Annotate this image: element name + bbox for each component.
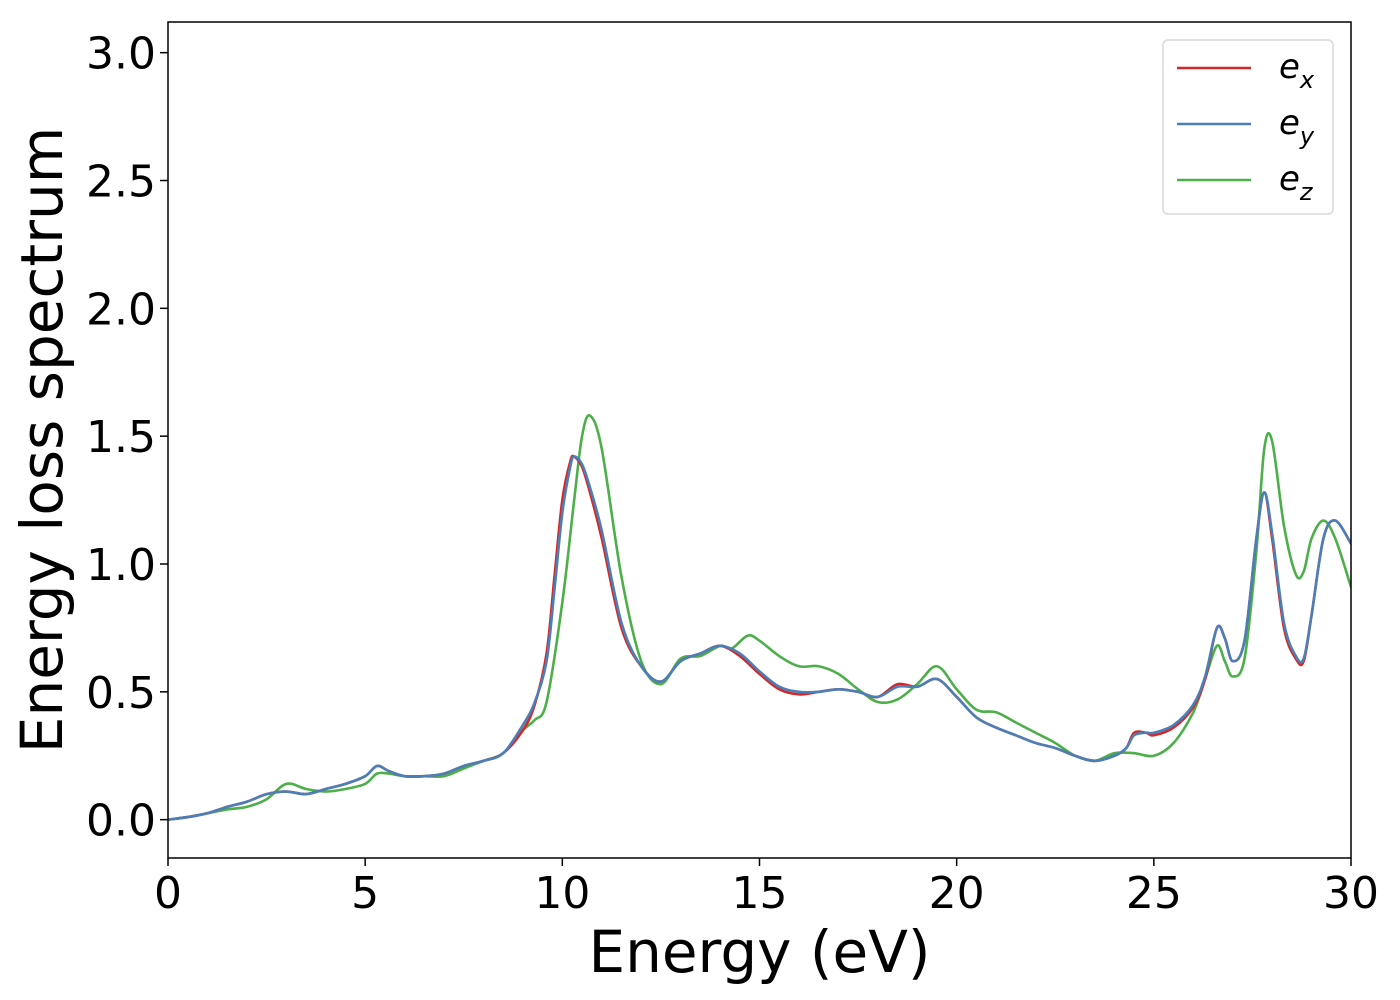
y-tick-label: 1.5 bbox=[86, 412, 156, 463]
x-tick-label: 0 bbox=[154, 868, 182, 919]
x-axis-label: Energy (eV) bbox=[588, 918, 930, 986]
y-tick-label: 3.0 bbox=[86, 29, 156, 80]
series-line-z bbox=[168, 414, 1351, 821]
y-tick-label: 2.5 bbox=[86, 157, 156, 208]
x-tick-label: 10 bbox=[534, 868, 590, 919]
legend-label-subscript: y bbox=[1299, 122, 1315, 150]
legend-label-base: e bbox=[1279, 103, 1300, 143]
y-axis: 0.0 0.5 1.0 1.5 2.0 2.5 3.0 bbox=[86, 29, 168, 847]
x-tick-label: 20 bbox=[929, 868, 985, 919]
series-line-y bbox=[168, 455, 1351, 821]
legend-label-subscript: z bbox=[1299, 178, 1314, 206]
legend-label-base: e bbox=[1279, 47, 1300, 87]
legend-label-base: e bbox=[1279, 159, 1300, 199]
x-tick-label: 5 bbox=[351, 868, 379, 919]
y-tick-label: 0.5 bbox=[86, 668, 156, 719]
legend-box bbox=[1162, 39, 1334, 215]
y-tick-label: 1.0 bbox=[86, 540, 156, 591]
x-tick-label: 30 bbox=[1323, 868, 1379, 919]
y-tick-label: 2.0 bbox=[86, 284, 156, 335]
series-layer bbox=[168, 414, 1351, 821]
legend-label-z: ez bbox=[1279, 159, 1314, 206]
legend-label-x: ex bbox=[1279, 47, 1315, 94]
y-axis-label: Energy loss spectrum bbox=[8, 127, 76, 753]
plot-area bbox=[167, 21, 1352, 859]
legend-label-y: ey bbox=[1279, 103, 1315, 150]
y-tick-label: 0.0 bbox=[86, 796, 156, 847]
x-tick-label: 25 bbox=[1126, 868, 1182, 919]
legend-label-subscript: x bbox=[1299, 66, 1315, 94]
x-axis: 0 5 10 15 20 25 30 bbox=[154, 858, 1379, 919]
x-tick-label: 15 bbox=[732, 868, 788, 919]
